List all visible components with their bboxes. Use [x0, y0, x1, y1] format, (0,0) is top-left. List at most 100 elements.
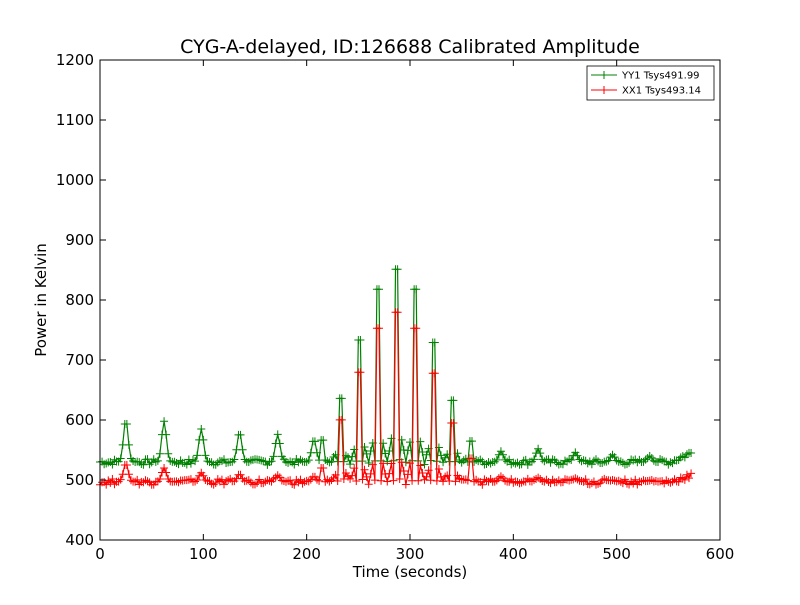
y-tick-label: 1100: [56, 111, 94, 129]
y-tick-label: 1200: [56, 51, 94, 69]
data-point-marker: [122, 419, 131, 428]
data-point-marker: [527, 477, 536, 486]
data-point-marker: [470, 457, 479, 466]
data-point-marker: [403, 446, 412, 455]
data-point-marker: [344, 453, 352, 462]
data-point-marker: [108, 460, 117, 469]
data-point-marker: [414, 476, 423, 485]
data-point-marker: [662, 476, 671, 485]
data-point-marker: [422, 450, 431, 459]
data-point-marker: [246, 456, 255, 465]
data-point-marker: [321, 456, 330, 465]
data-point-marker: [164, 449, 173, 458]
data-point-marker: [302, 476, 311, 485]
data-point-marker: [273, 430, 282, 439]
data-point-marker: [292, 455, 301, 464]
data-point-marker: [304, 477, 313, 486]
data-point-marker: [629, 479, 638, 488]
data-point-marker: [507, 475, 516, 484]
data-point-marker: [521, 455, 530, 464]
data-point-marker: [680, 475, 689, 484]
data-point-marker: [114, 477, 123, 486]
data-point-marker: [236, 430, 245, 439]
data-point-marker: [207, 479, 216, 488]
data-point-marker: [666, 458, 675, 467]
data-point-marker: [517, 478, 526, 487]
data-point-marker: [463, 476, 472, 485]
data-point-marker: [641, 455, 650, 464]
data-point-marker: [478, 480, 487, 489]
data-point-marker: [296, 475, 305, 484]
data-point-marker: [337, 394, 346, 403]
data-point-marker: [592, 480, 600, 489]
data-point-marker: [313, 475, 321, 484]
y-tick-label: 600: [65, 411, 94, 429]
data-point-marker: [129, 456, 138, 465]
data-point-marker: [133, 475, 142, 484]
data-point-marker: [637, 477, 646, 486]
data-point-marker: [160, 464, 169, 472]
data-point-marker: [534, 444, 543, 453]
data-point-marker: [430, 369, 439, 378]
data-point-marker: [565, 455, 574, 464]
data-point-marker: [186, 459, 195, 468]
data-point-marker: [151, 457, 160, 466]
data-point-marker: [236, 470, 245, 479]
series-xx1: [96, 308, 696, 489]
legend-entry-xx1: XX1 Tsys493.14: [591, 86, 701, 97]
data-point-marker: [166, 456, 175, 465]
data-point-marker: [418, 469, 427, 478]
data-point-marker: [511, 459, 520, 468]
data-point-marker: [674, 477, 683, 486]
data-point-marker: [676, 473, 685, 482]
data-point-marker: [348, 471, 357, 480]
x-tick-label: 100: [189, 545, 218, 563]
data-point-marker: [577, 457, 586, 466]
data-point-marker: [536, 449, 545, 458]
data-point-marker: [501, 476, 510, 485]
data-point-marker: [554, 476, 563, 485]
legend-label-yy1: YY1 Tsys491.99: [621, 71, 700, 82]
data-point-marker: [546, 479, 555, 488]
data-point-marker: [180, 458, 189, 467]
y-tick-label: 1000: [56, 171, 94, 189]
data-point-marker: [598, 458, 607, 467]
data-point-marker: [499, 450, 507, 459]
data-point-marker: [155, 475, 164, 484]
data-point-marker: [255, 455, 264, 464]
data-point-marker: [100, 460, 109, 469]
data-point-marker: [678, 452, 687, 461]
data-point-marker: [682, 450, 691, 459]
data-point-marker: [658, 456, 667, 465]
data-point-marker: [370, 476, 379, 485]
data-point-marker: [519, 456, 528, 465]
x-tick-label: 600: [706, 545, 735, 563]
data-point-marker: [255, 475, 264, 484]
data-point-marker: [618, 479, 627, 488]
data-point-marker: [536, 474, 545, 483]
data-point-marker: [290, 460, 299, 469]
data-point-marker: [540, 457, 549, 466]
data-point-marker: [561, 456, 569, 465]
data-point-marker: [383, 477, 392, 486]
data-point-marker: [220, 480, 228, 489]
data-point-marker: [269, 452, 278, 461]
data-point-marker: [193, 475, 202, 484]
data-point-marker: [627, 477, 636, 486]
data-point-marker: [315, 476, 324, 485]
data-point-marker: [432, 476, 441, 485]
data-point-marker: [385, 447, 394, 456]
data-point-marker: [561, 475, 569, 484]
data-point-marker: [443, 471, 452, 480]
data-point-marker: [645, 452, 654, 460]
data-point-marker: [375, 285, 383, 294]
data-point-marker: [482, 460, 491, 469]
data-point-marker: [325, 458, 334, 467]
data-point-marker: [515, 460, 524, 469]
data-point-marker: [298, 479, 307, 488]
data-point-marker: [573, 475, 582, 484]
data-point-marker: [401, 480, 410, 489]
data-point-marker: [135, 458, 144, 467]
